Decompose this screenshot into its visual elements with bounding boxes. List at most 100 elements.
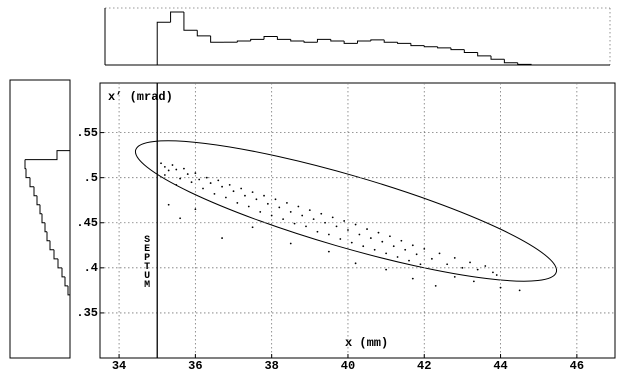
point xyxy=(373,248,376,251)
point xyxy=(163,174,166,176)
point xyxy=(202,187,204,190)
x-tick-label: 38 xyxy=(264,359,278,372)
point xyxy=(392,245,395,248)
point xyxy=(385,252,388,255)
hist-bin xyxy=(46,231,50,242)
hist-bin xyxy=(490,55,505,60)
y-tick-label: .35 xyxy=(76,306,98,320)
hist-bin xyxy=(33,186,37,197)
point xyxy=(404,248,407,251)
point xyxy=(411,244,414,247)
point xyxy=(385,268,388,271)
point xyxy=(423,248,426,250)
x-tick-label: 36 xyxy=(188,359,202,372)
point xyxy=(312,218,315,221)
point xyxy=(327,233,330,236)
hist-bin xyxy=(370,39,385,42)
point xyxy=(495,274,498,276)
y-tick-label: .45 xyxy=(76,216,98,230)
point xyxy=(224,196,227,199)
hist-bin xyxy=(437,46,451,49)
hist-bin xyxy=(503,59,518,64)
point xyxy=(190,181,193,184)
point xyxy=(179,177,182,180)
point xyxy=(347,229,349,231)
point xyxy=(320,212,323,215)
point xyxy=(411,277,414,280)
y-tick-label: .55 xyxy=(76,126,98,140)
hist-bin xyxy=(61,267,65,278)
hist-bin xyxy=(53,249,58,260)
point xyxy=(430,257,433,260)
point xyxy=(415,253,418,256)
hist-bin xyxy=(57,258,62,269)
hist-bin xyxy=(210,35,224,43)
point xyxy=(354,262,357,265)
hist-bin xyxy=(44,222,47,233)
point xyxy=(381,240,384,243)
left-hist-frame xyxy=(9,79,71,359)
point xyxy=(289,242,292,245)
point xyxy=(270,214,273,217)
hist-bin xyxy=(170,11,184,23)
point xyxy=(400,239,403,242)
hist-bin xyxy=(49,240,54,251)
hist-bin xyxy=(316,38,331,43)
point xyxy=(499,286,502,289)
point xyxy=(251,226,254,229)
point xyxy=(453,275,456,278)
point xyxy=(484,265,487,267)
hist-bin xyxy=(41,213,45,224)
point xyxy=(492,271,494,274)
hist-bin xyxy=(276,36,291,40)
y-tick-label: .5 xyxy=(84,171,98,185)
hist-bin xyxy=(383,39,398,43)
plot-frame xyxy=(99,82,616,359)
point xyxy=(163,165,166,168)
hist-bin xyxy=(477,52,492,57)
point xyxy=(221,185,223,188)
point xyxy=(209,182,212,184)
hist-bin xyxy=(450,47,465,51)
point xyxy=(194,208,197,211)
hist-bin xyxy=(156,21,171,65)
point xyxy=(186,173,189,175)
point xyxy=(301,214,304,217)
hist-bin xyxy=(250,38,265,42)
hist-bin xyxy=(397,42,411,44)
point xyxy=(438,252,441,255)
point xyxy=(518,289,521,292)
point xyxy=(213,193,216,195)
hist-bin xyxy=(343,41,358,44)
acceptance-ellipse xyxy=(134,140,558,282)
point xyxy=(171,164,174,166)
point xyxy=(259,211,262,213)
point xyxy=(198,178,201,181)
hist-bin xyxy=(24,159,26,170)
point xyxy=(354,223,357,226)
point xyxy=(274,198,277,201)
hist-bin xyxy=(196,30,211,37)
point xyxy=(476,268,479,271)
point xyxy=(282,218,285,221)
point xyxy=(179,217,182,220)
point xyxy=(183,167,185,170)
point xyxy=(316,230,319,233)
point xyxy=(446,263,449,266)
point xyxy=(366,228,368,230)
y-axis-label: x’ (mrad) xyxy=(108,90,173,104)
hist-bin xyxy=(303,41,318,43)
point xyxy=(228,183,231,186)
point xyxy=(194,172,197,175)
point xyxy=(297,205,300,208)
hist-bin xyxy=(290,39,305,42)
point xyxy=(221,237,223,239)
x-tick-label: 44 xyxy=(493,359,507,372)
point xyxy=(453,257,456,259)
point xyxy=(205,176,208,179)
point xyxy=(263,194,265,197)
point xyxy=(362,245,365,248)
point xyxy=(335,225,338,228)
point xyxy=(419,263,422,266)
point xyxy=(369,237,372,239)
